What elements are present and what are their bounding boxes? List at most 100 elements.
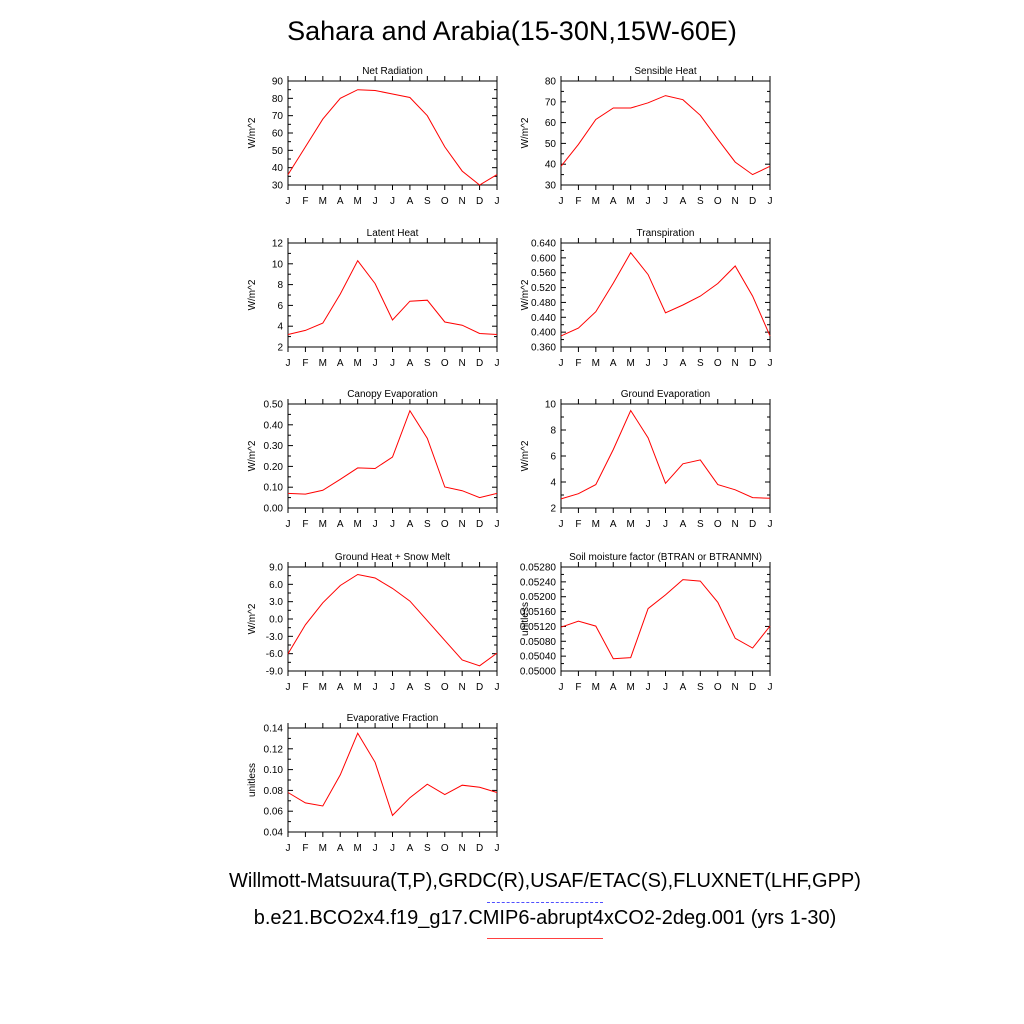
x-tick-label: J (495, 196, 500, 207)
model-series-line (287, 259, 498, 335)
y-axis-label: unitless (520, 602, 531, 636)
x-tick-label: S (697, 519, 704, 530)
panel-9: 0.040.060.080.100.120.14J F M A M J J A S O N D JEva… (247, 713, 500, 854)
y-tick-label: 0.400 (531, 328, 556, 339)
x-tick-label: A (337, 519, 344, 530)
x-tick-label: S (697, 196, 704, 207)
y-tick-label: 0.05000 (520, 667, 557, 678)
y-tick-label: 0.480 (531, 298, 556, 309)
x-tick-label: A (407, 843, 414, 854)
x-tick-label: N (732, 682, 739, 693)
x-tick-label: M (626, 682, 634, 693)
x-tick-label: J (559, 196, 564, 207)
x-tick-label: M (592, 682, 600, 693)
panel-frame (560, 403, 771, 509)
y-tick-label: 70 (272, 111, 284, 122)
x-tick-label: N (732, 196, 739, 207)
x-tick-label: F (575, 519, 581, 530)
y-tick-label: 8 (277, 280, 283, 291)
y-tick-label: 0.40 (264, 420, 284, 431)
y-tick-label: 0.640 (531, 239, 556, 250)
y-tick-label: 2 (277, 343, 283, 354)
x-tick-label: A (407, 358, 414, 369)
y-tick-label: 6 (550, 452, 556, 463)
x-tick-label: J (390, 519, 395, 530)
model-series-line (287, 409, 498, 499)
x-tick-label: J (646, 358, 651, 369)
y-tick-label: 0.00 (264, 504, 284, 515)
y-tick-label: 10 (272, 259, 284, 270)
x-tick-label: N (459, 843, 466, 854)
y-tick-label: 0.30 (264, 441, 284, 452)
model-series-line (560, 251, 771, 337)
panel-title: Evaporative Fraction (347, 713, 439, 724)
y-tick-label: 0.05280 (520, 563, 557, 574)
panel-frame (560, 566, 771, 672)
x-tick-label: O (441, 358, 449, 369)
y-tick-label: 0.05040 (520, 652, 557, 663)
panel-title: Canopy Evaporation (347, 389, 438, 400)
x-tick-label: M (592, 358, 600, 369)
x-tick-label: A (337, 682, 344, 693)
y-axis-label: W/m^2 (520, 279, 531, 310)
x-tick-label: O (714, 196, 722, 207)
x-tick-label: S (424, 682, 431, 693)
x-tick-label: S (424, 358, 431, 369)
y-axis-label: W/m^2 (247, 279, 258, 310)
x-tick-label: J (390, 682, 395, 693)
model-series-line (560, 95, 771, 176)
panel-4: 0.360 0.400 0.440 0.480 0.520 0.560 0.600 0.640… (520, 228, 773, 369)
x-tick-label: M (353, 682, 361, 693)
x-tick-label: J (559, 682, 564, 693)
x-tick-label: F (302, 843, 308, 854)
x-tick-label: J (373, 358, 378, 369)
x-tick-label: A (610, 519, 617, 530)
y-tick-label: 0.05240 (520, 577, 557, 588)
y-axis-label: unitless (247, 763, 258, 797)
y-tick-label: 0.520 (531, 283, 556, 294)
panel-7: -9.0-6.0-3.00.03.06.09.0J F M A M J J A S O N D JGro… (247, 552, 500, 693)
panel-title: Ground Evaporation (621, 389, 711, 400)
x-tick-label: F (302, 196, 308, 207)
y-tick-label: 0.20 (264, 462, 284, 473)
y-tick-label: 0.04 (264, 828, 284, 839)
x-tick-label: J (768, 519, 773, 530)
legend-model-line-sample (487, 938, 603, 939)
x-tick-label: D (749, 519, 756, 530)
panel-title: Net Radiation (362, 66, 423, 77)
y-tick-label: 0.560 (531, 268, 556, 279)
y-tick-label: 0.0 (269, 615, 283, 626)
x-tick-label: F (575, 682, 581, 693)
y-axis-label: W/m^2 (247, 440, 258, 471)
model-series-line (560, 409, 771, 500)
y-tick-label: 8 (550, 426, 556, 437)
x-tick-label: F (575, 196, 581, 207)
x-tick-label: J (373, 519, 378, 530)
x-tick-label: N (459, 196, 466, 207)
x-tick-label: D (476, 358, 483, 369)
y-tick-label: 70 (545, 97, 557, 108)
x-tick-label: A (680, 519, 687, 530)
x-tick-label: N (732, 519, 739, 530)
x-tick-label: J (495, 519, 500, 530)
y-tick-label: 40 (272, 163, 284, 174)
x-tick-label: F (302, 519, 308, 530)
x-tick-label: O (441, 519, 449, 530)
x-tick-label: M (592, 519, 600, 530)
y-tick-label: 50 (272, 146, 284, 157)
x-tick-label: J (663, 682, 668, 693)
x-tick-label: S (424, 519, 431, 530)
x-tick-label: J (286, 682, 291, 693)
x-tick-label: J (768, 682, 773, 693)
x-tick-label: A (407, 196, 414, 207)
panel-title: Ground Heat + Snow Melt (335, 552, 451, 563)
x-tick-label: J (663, 196, 668, 207)
panel-5: 0.000.100.200.300.400.50J F M A M J J A S O N D JCan… (247, 389, 500, 530)
model-series-line (287, 573, 498, 667)
y-tick-label: 40 (545, 160, 557, 171)
y-tick-label: 0.50 (264, 400, 284, 411)
panel-title: Latent Heat (367, 228, 419, 239)
x-tick-label: J (646, 519, 651, 530)
y-tick-label: 9.0 (269, 563, 283, 574)
